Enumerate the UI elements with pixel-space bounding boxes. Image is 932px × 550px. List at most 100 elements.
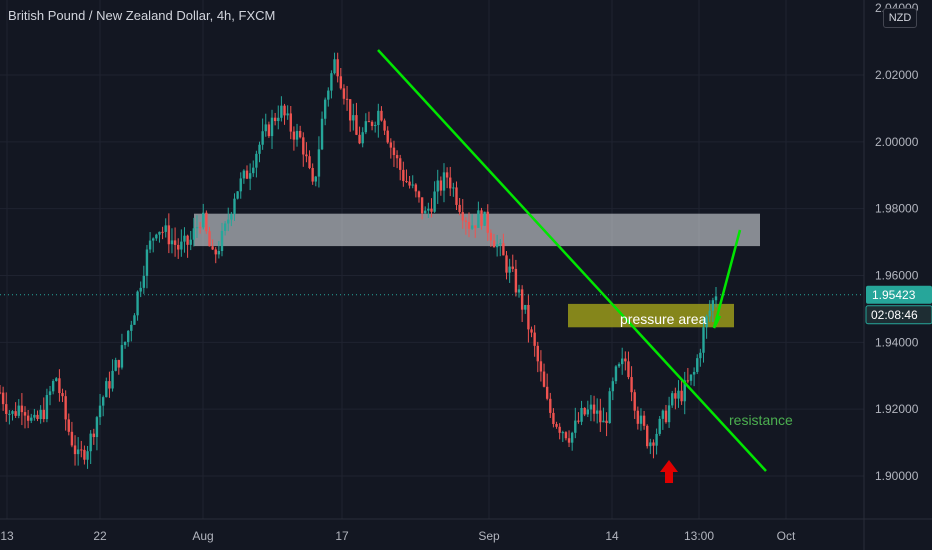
candle-body xyxy=(270,117,274,137)
candle-body xyxy=(536,345,539,362)
candle-body xyxy=(671,393,674,406)
candle-body xyxy=(517,289,521,293)
candle-body xyxy=(158,231,161,235)
candle-body xyxy=(217,250,221,255)
candle-body xyxy=(502,243,505,256)
x-tick-label: Sep xyxy=(478,529,500,543)
candle-body xyxy=(480,210,483,226)
y-tick-label: 1.96000 xyxy=(875,269,919,283)
candle-body xyxy=(377,110,380,126)
candle-body xyxy=(561,432,564,434)
candle-body xyxy=(339,76,343,89)
candle-body xyxy=(417,191,421,198)
candle-body xyxy=(305,154,308,157)
candle-body xyxy=(308,156,311,169)
candle-body xyxy=(692,371,696,375)
candle-body xyxy=(411,184,414,186)
candle-body xyxy=(424,210,427,214)
candle-body xyxy=(586,409,590,415)
candle-body xyxy=(621,358,624,365)
x-tick-label: 22 xyxy=(93,529,107,543)
candle-body xyxy=(408,181,411,186)
candle-body xyxy=(433,191,436,212)
candle-body xyxy=(664,410,668,423)
candle-body xyxy=(352,115,355,121)
candle-body xyxy=(414,184,418,192)
candle-body xyxy=(73,445,77,455)
candle-body xyxy=(395,155,399,159)
y-tick-label: 1.98000 xyxy=(875,202,919,216)
candle-body xyxy=(661,410,665,419)
candle-body xyxy=(255,153,258,168)
candle-body xyxy=(442,172,446,191)
candle-body xyxy=(614,366,618,382)
candle-body xyxy=(711,300,715,311)
candle-body xyxy=(170,240,174,245)
candle-body xyxy=(370,121,374,126)
candle-body xyxy=(39,409,42,420)
candle-body xyxy=(126,330,130,342)
candle-body xyxy=(549,398,552,413)
candle-body xyxy=(198,226,202,228)
candle-body xyxy=(355,115,358,135)
x-tick-label: 14 xyxy=(605,529,619,543)
candle-body xyxy=(317,149,321,177)
candle-body xyxy=(89,433,92,452)
candle-body xyxy=(145,249,149,276)
candle-body xyxy=(677,390,680,399)
currency-badge[interactable]: NZD xyxy=(883,8,917,28)
candle-body xyxy=(602,420,605,423)
candle-body xyxy=(699,352,702,359)
candle-body xyxy=(230,214,233,220)
candle-body xyxy=(624,358,627,362)
candle-body xyxy=(33,414,36,418)
candle-body xyxy=(142,275,146,288)
candle-body xyxy=(680,390,683,402)
candle-body xyxy=(70,431,74,446)
candle-body xyxy=(248,173,252,179)
candle-body xyxy=(470,225,474,229)
candle-body xyxy=(580,407,583,422)
candle-body xyxy=(327,90,330,100)
candle-body xyxy=(214,249,217,255)
candle-body xyxy=(439,180,443,191)
candle-body xyxy=(564,432,568,439)
candle-body xyxy=(98,405,102,418)
candle-body xyxy=(101,397,105,406)
candle-body xyxy=(636,410,640,424)
candle-body xyxy=(389,142,393,148)
candle-body xyxy=(267,124,271,137)
candle-body xyxy=(430,208,433,212)
candle-body xyxy=(373,125,377,127)
candle-body xyxy=(173,240,177,245)
candle-body xyxy=(527,304,530,330)
candle-body xyxy=(164,225,167,232)
candle-body xyxy=(539,361,543,372)
candle-body xyxy=(55,378,58,382)
candle-body xyxy=(633,392,636,411)
candle-body xyxy=(336,59,339,77)
candle-body xyxy=(714,296,718,301)
candle-body xyxy=(264,124,267,132)
candle-body xyxy=(595,410,599,414)
candle-body xyxy=(64,396,67,420)
candle-body xyxy=(8,413,11,415)
candle-body xyxy=(120,345,124,368)
candle-body xyxy=(239,178,242,192)
candle-body xyxy=(189,239,192,245)
candle-body xyxy=(42,409,45,420)
candle-body xyxy=(508,266,511,273)
x-tick-label: 13:00 xyxy=(684,529,714,543)
candle-body xyxy=(211,246,214,250)
candle-body xyxy=(464,220,468,223)
candle-body xyxy=(167,225,171,245)
candle-body xyxy=(558,426,561,433)
candle-body xyxy=(405,181,408,183)
candle-body xyxy=(302,137,305,155)
candle-body xyxy=(330,73,333,91)
last-price-badge xyxy=(866,285,932,304)
candle-body xyxy=(48,391,52,396)
candle-body xyxy=(286,113,289,116)
candle-body xyxy=(186,235,189,245)
